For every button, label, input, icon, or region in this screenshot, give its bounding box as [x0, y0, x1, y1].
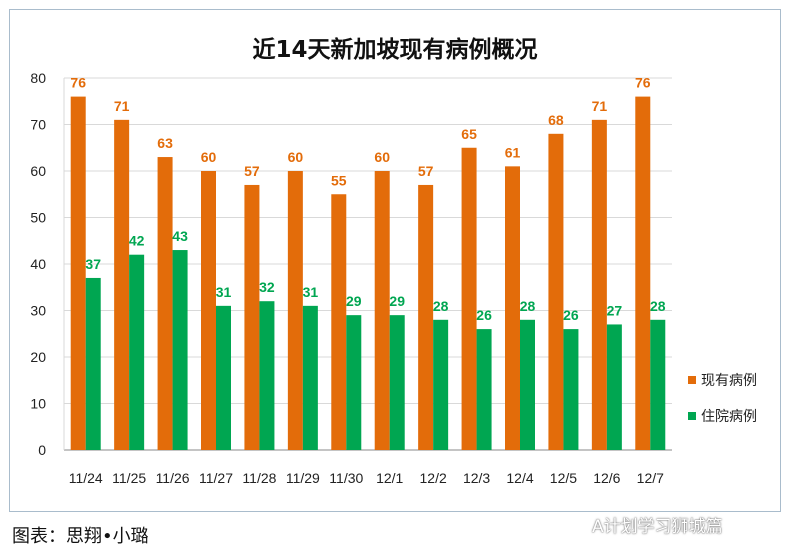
data-label: 37	[85, 256, 101, 272]
bar-current	[461, 147, 477, 450]
data-label: 55	[331, 172, 347, 188]
bar-hospital	[520, 319, 535, 450]
x-tick-label: 11/27	[199, 470, 233, 486]
data-label: 43	[172, 228, 188, 244]
y-tick-label: 20	[30, 349, 46, 365]
x-tick-label: 12/3	[463, 470, 490, 486]
chart-title: 近14天新加坡现有病例概况	[252, 37, 538, 63]
bar-current	[374, 171, 390, 450]
x-tick-label: 11/24	[69, 470, 103, 486]
bar-current	[548, 133, 564, 451]
x-tick-label: 11/30	[329, 470, 363, 486]
data-label: 68	[548, 112, 564, 128]
bar-hospital	[216, 305, 231, 450]
x-tick-label: 12/1	[376, 470, 403, 486]
bar-current	[157, 157, 173, 451]
data-label: 28	[433, 298, 449, 314]
data-label: 57	[418, 163, 434, 179]
bar-hospital	[433, 319, 449, 450]
data-label: 26	[476, 307, 492, 323]
data-label: 76	[70, 75, 86, 91]
bar-hospital	[389, 315, 405, 450]
y-tick-label: 30	[30, 303, 46, 319]
bar-hospital	[606, 324, 622, 450]
x-tick-label: 12/6	[593, 470, 620, 486]
legend-label-hospital: 住院病例	[701, 409, 757, 425]
x-tick-label: 12/2	[420, 470, 447, 486]
data-label: 65	[461, 126, 477, 142]
bar-current	[244, 184, 260, 450]
data-label: 28	[650, 298, 666, 314]
y-tick-label: 10	[30, 396, 46, 412]
bar-current	[331, 194, 347, 450]
chart-frame	[9, 9, 781, 512]
y-tick-label: 0	[38, 442, 46, 458]
bar-hospital	[346, 315, 362, 450]
bar-hospital	[172, 250, 188, 450]
bar-hospital	[476, 329, 492, 450]
data-label: 32	[259, 279, 275, 295]
bar-current	[70, 96, 86, 450]
legend-swatch-current	[688, 376, 696, 384]
bar-hospital	[85, 277, 101, 450]
bar-current	[591, 119, 607, 450]
x-tick-label: 11/29	[286, 470, 320, 486]
data-label: 57	[244, 163, 260, 179]
data-label: 27	[607, 302, 623, 318]
legend-swatch-hospital	[688, 412, 696, 420]
bar-hospital	[302, 305, 318, 450]
watermark: A计划学习狮城篇	[592, 517, 723, 537]
data-label: 60	[288, 149, 304, 165]
data-label: 76	[635, 75, 651, 91]
data-label: 29	[346, 293, 362, 309]
caption: 图表：思翔•小璐	[12, 526, 149, 547]
legend-item-current: 现有病例	[688, 370, 757, 390]
data-label: 26	[563, 307, 579, 323]
data-label: 60	[374, 149, 390, 165]
y-tick-label: 60	[30, 163, 46, 179]
data-label: 63	[157, 135, 173, 151]
data-label: 42	[129, 233, 145, 249]
bar-current	[418, 184, 434, 450]
data-label: 29	[389, 293, 405, 309]
data-label: 28	[520, 298, 536, 314]
bar-current	[287, 171, 303, 450]
data-label: 31	[303, 284, 319, 300]
legend-item-hospital: 住院病例	[688, 406, 757, 426]
y-tick-label: 70	[30, 117, 46, 133]
data-label: 71	[592, 98, 608, 114]
data-label: 71	[114, 98, 130, 114]
data-label: 60	[201, 149, 217, 165]
bar-current	[114, 119, 130, 450]
x-tick-label: 11/28	[242, 470, 276, 486]
x-tick-label: 12/4	[506, 470, 533, 486]
y-tick-label: 40	[30, 256, 46, 272]
bar-current	[505, 166, 520, 450]
bar-chart: 0 10 20 30 40 50 60 70 80 11/24 76 37 11/25 71 42 11/26…	[30, 70, 672, 486]
bar-hospital	[259, 301, 275, 450]
y-tick-label: 80	[30, 70, 46, 86]
legend-label-current: 现有病例	[701, 373, 757, 389]
bar-hospital	[129, 254, 145, 450]
data-label: 31	[216, 284, 232, 300]
bar-hospital	[650, 319, 666, 450]
bar-hospital	[563, 329, 579, 450]
x-tick-label: 12/5	[550, 470, 577, 486]
bar-current	[201, 171, 216, 450]
x-tick-label: 11/26	[156, 470, 190, 486]
data-label: 61	[505, 144, 521, 160]
bar-current	[635, 96, 651, 450]
y-tick-label: 50	[30, 210, 46, 226]
x-tick-label: 12/7	[637, 470, 664, 486]
x-tick-label: 11/25	[112, 470, 146, 486]
